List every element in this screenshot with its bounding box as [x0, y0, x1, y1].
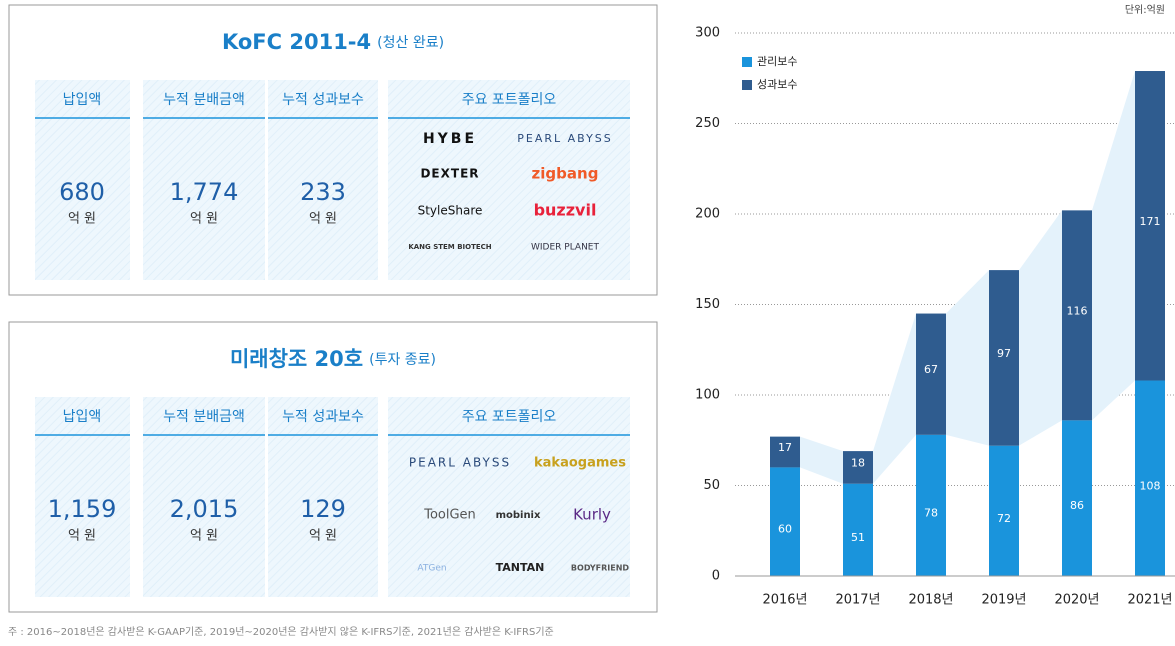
y-tick-label: 0: [712, 569, 720, 584]
portfolio-logo: zigbang: [532, 165, 599, 183]
portfolio-label: 주요 포트폴리오: [462, 92, 557, 108]
portfolio-logo: mobinix: [496, 510, 541, 521]
bar-segment: [1062, 210, 1092, 421]
data-label: 108: [1140, 479, 1161, 492]
bar-segment: [916, 434, 946, 576]
metric-unit: 억 원: [309, 529, 337, 544]
portfolio-logo: kakaogames: [534, 456, 626, 471]
y-tick-label: 50: [703, 478, 720, 493]
title-main: 미래창조 20호: [230, 347, 363, 371]
legend-label: 성과보수: [757, 78, 797, 91]
data-label: 72: [997, 512, 1011, 525]
y-tick-label: 300: [695, 26, 720, 41]
portfolio-logo: BODYFRIEND: [571, 564, 630, 573]
data-label: 116: [1067, 304, 1088, 317]
metric-label: 납입액: [63, 409, 102, 425]
metric-value: 1,159: [48, 495, 117, 523]
legend-swatch: [742, 80, 752, 90]
bar-segment: [770, 436, 800, 468]
data-label: 86: [1070, 499, 1084, 512]
portfolio-logo: Kurly: [573, 506, 611, 524]
portfolio-panel: [388, 80, 630, 280]
bar-segment: [843, 483, 873, 576]
title-main: KoFC 2011-4: [222, 30, 371, 54]
portfolio-logo: PEARL ABYSS: [517, 132, 613, 145]
portfolio-logo: DEXTER: [420, 167, 479, 181]
metric-panel: [268, 80, 378, 280]
x-tick-label: 2017년: [835, 593, 880, 608]
metric-label: 누적 성과보수: [282, 409, 364, 425]
legend-label: 관리보수: [757, 55, 797, 68]
metric-unit: 억 원: [68, 212, 96, 227]
y-tick-label: 150: [695, 297, 720, 312]
bar-segment: [770, 467, 800, 576]
bar-segment: [1135, 380, 1165, 576]
portfolio-logo: HYBE: [423, 131, 477, 147]
portfolio-label: 주요 포트폴리오: [462, 409, 557, 425]
metric-panel: [268, 397, 378, 597]
unit-label: 단위:억원: [1125, 3, 1165, 16]
x-tick-label: 2021년: [1127, 593, 1172, 608]
metric-unit: 억 원: [190, 529, 218, 544]
y-tick-label: 100: [695, 388, 720, 403]
portfolio-logo: PEARL ABYSS: [409, 456, 511, 470]
bar-segment: [1135, 71, 1165, 381]
data-label: 60: [778, 523, 792, 536]
data-label: 171: [1140, 215, 1161, 228]
portfolio-logo: KANG STEM BIOTECH: [408, 243, 491, 251]
metric-unit: 억 원: [68, 529, 96, 544]
x-tick-label: 2019년: [981, 593, 1026, 608]
portfolio-panel: [388, 397, 630, 597]
data-label: 51: [851, 531, 865, 544]
bar-segment: [1062, 420, 1092, 576]
trend-area: [770, 71, 1165, 484]
x-tick-label: 2018년: [908, 593, 953, 608]
metric-value: 129: [300, 495, 346, 523]
x-tick-label: 2020년: [1054, 593, 1099, 608]
metric-value: 680: [59, 178, 105, 206]
title-status: (투자 종료): [369, 352, 436, 368]
portfolio-logo: TANTAN: [496, 561, 545, 574]
data-label: 18: [851, 456, 865, 469]
bar-segment: [989, 270, 1019, 446]
bar-segment: [989, 445, 1019, 576]
footnote: 주 : 2016~2018년은 감사받은 K-GAAP기준, 2019년~202…: [8, 626, 554, 638]
portfolio-logo: ATGen: [417, 564, 446, 574]
metric-value: 2,015: [170, 495, 239, 523]
y-tick-label: 200: [695, 207, 720, 222]
portfolio-logo: WIDER PLANET: [531, 243, 600, 253]
metric-label: 납입액: [63, 92, 102, 108]
data-label: 97: [997, 347, 1011, 360]
portfolio-logo: ToolGen: [423, 508, 476, 523]
x-tick-label: 2016년: [762, 593, 807, 608]
y-tick-label: 250: [695, 116, 720, 131]
metric-label: 누적 성과보수: [282, 92, 364, 108]
metric-unit: 억 원: [309, 212, 337, 227]
data-label: 17: [778, 441, 792, 454]
metric-panel: [143, 397, 265, 597]
metric-unit: 억 원: [190, 212, 218, 227]
data-label: 67: [924, 363, 938, 376]
portfolio-logo: buzzvil: [534, 201, 597, 220]
bar-segment: [843, 451, 873, 484]
metric-value: 233: [300, 178, 346, 206]
metric-label: 누적 분배금액: [163, 92, 245, 108]
portfolio-logo: StyleShare: [418, 204, 483, 218]
title-status: (청산 완료): [377, 35, 444, 51]
legend-swatch: [742, 57, 752, 67]
metric-panel: [35, 397, 130, 597]
metric-value: 1,774: [170, 178, 239, 206]
card-title: 미래창조 20호 (투자 종료): [230, 347, 436, 371]
data-label: 78: [924, 506, 938, 519]
metric-label: 누적 분배금액: [163, 409, 245, 425]
metric-panel: [143, 80, 265, 280]
metric-panel: [35, 80, 130, 280]
card-title: KoFC 2011-4 (청산 완료): [222, 30, 444, 54]
bar-segment: [916, 313, 946, 435]
